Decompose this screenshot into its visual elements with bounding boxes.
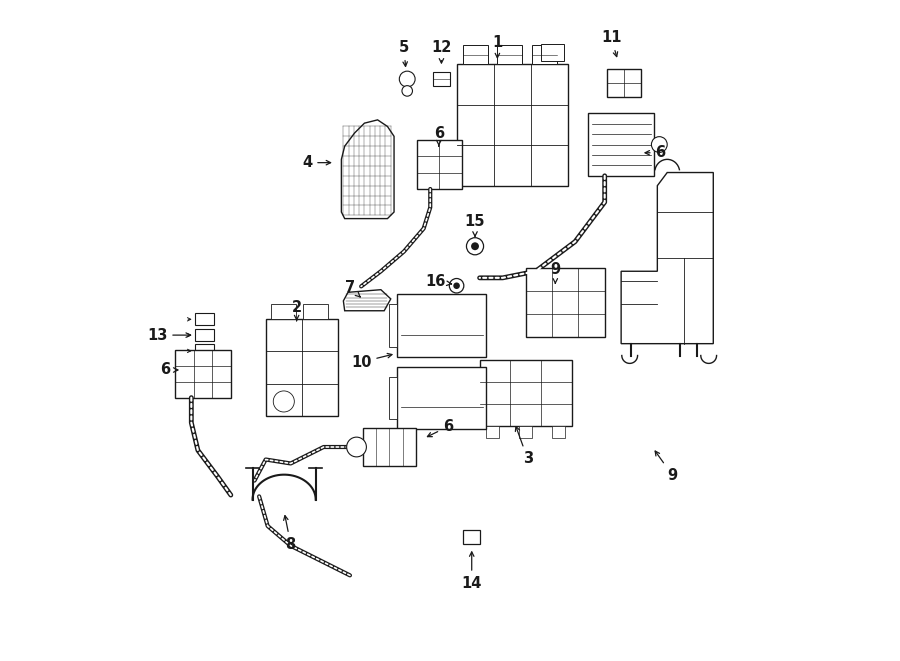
Text: 11: 11 bbox=[601, 30, 622, 57]
FancyBboxPatch shape bbox=[397, 294, 486, 357]
Circle shape bbox=[471, 243, 479, 251]
Text: 2: 2 bbox=[292, 300, 302, 321]
FancyBboxPatch shape bbox=[417, 139, 462, 189]
Text: 6: 6 bbox=[434, 126, 444, 146]
Text: 3: 3 bbox=[516, 426, 533, 467]
Text: 9: 9 bbox=[550, 262, 561, 284]
FancyBboxPatch shape bbox=[194, 344, 214, 357]
FancyBboxPatch shape bbox=[266, 319, 338, 416]
FancyBboxPatch shape bbox=[397, 367, 486, 429]
Circle shape bbox=[454, 282, 460, 289]
FancyBboxPatch shape bbox=[541, 44, 564, 61]
FancyBboxPatch shape bbox=[175, 350, 230, 398]
Text: 9: 9 bbox=[655, 451, 678, 483]
Circle shape bbox=[449, 278, 464, 293]
Text: 12: 12 bbox=[431, 40, 452, 63]
FancyBboxPatch shape bbox=[519, 426, 532, 438]
Text: 10: 10 bbox=[351, 354, 392, 369]
Text: 13: 13 bbox=[147, 328, 191, 342]
FancyBboxPatch shape bbox=[552, 426, 565, 438]
FancyBboxPatch shape bbox=[486, 426, 500, 438]
Text: 14: 14 bbox=[462, 552, 482, 591]
FancyBboxPatch shape bbox=[390, 377, 397, 419]
Text: 4: 4 bbox=[302, 155, 330, 170]
Circle shape bbox=[466, 238, 483, 254]
Circle shape bbox=[400, 71, 415, 87]
Circle shape bbox=[652, 137, 667, 153]
Text: 16: 16 bbox=[426, 274, 452, 290]
FancyBboxPatch shape bbox=[526, 268, 605, 337]
FancyBboxPatch shape bbox=[480, 360, 572, 426]
Text: 7: 7 bbox=[345, 280, 360, 297]
Circle shape bbox=[402, 86, 412, 96]
Text: 6: 6 bbox=[160, 362, 178, 377]
FancyBboxPatch shape bbox=[498, 46, 522, 64]
Text: 1: 1 bbox=[492, 34, 502, 58]
FancyBboxPatch shape bbox=[464, 46, 488, 64]
FancyBboxPatch shape bbox=[433, 72, 450, 87]
FancyBboxPatch shape bbox=[532, 46, 556, 64]
Text: 6: 6 bbox=[428, 419, 453, 437]
FancyBboxPatch shape bbox=[302, 304, 328, 319]
FancyBboxPatch shape bbox=[607, 69, 641, 97]
FancyBboxPatch shape bbox=[390, 304, 397, 347]
Polygon shape bbox=[621, 173, 714, 344]
FancyBboxPatch shape bbox=[363, 428, 416, 466]
Polygon shape bbox=[341, 120, 394, 219]
Text: 15: 15 bbox=[464, 214, 485, 236]
Text: 8: 8 bbox=[284, 516, 296, 552]
Circle shape bbox=[346, 437, 366, 457]
FancyBboxPatch shape bbox=[464, 530, 481, 545]
Circle shape bbox=[274, 391, 294, 412]
Polygon shape bbox=[344, 290, 391, 311]
FancyBboxPatch shape bbox=[456, 64, 569, 186]
FancyBboxPatch shape bbox=[271, 304, 296, 319]
FancyBboxPatch shape bbox=[194, 329, 214, 341]
Text: 5: 5 bbox=[399, 40, 409, 66]
Text: 6: 6 bbox=[645, 145, 666, 160]
FancyBboxPatch shape bbox=[589, 113, 654, 176]
FancyBboxPatch shape bbox=[194, 313, 214, 325]
